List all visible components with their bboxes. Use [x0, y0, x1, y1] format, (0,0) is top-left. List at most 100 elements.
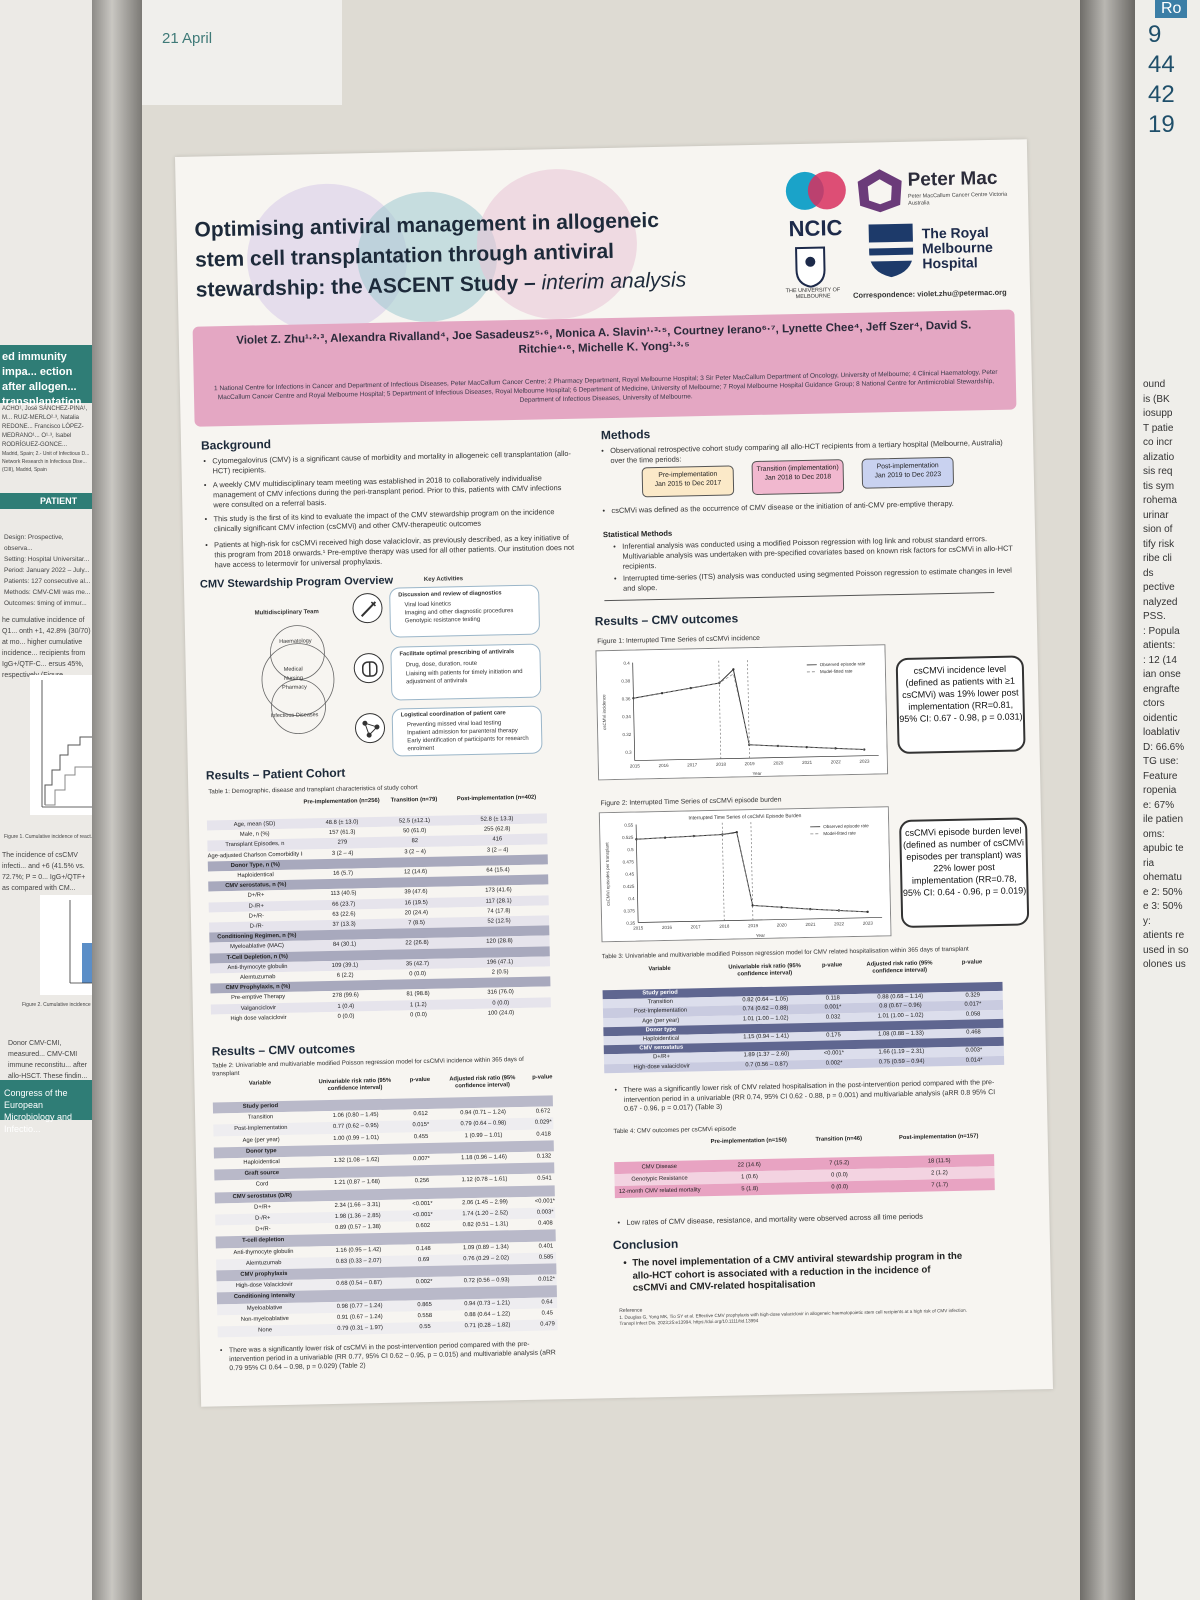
cmv-outcomes-left-heading: Results – CMV outcomes: [211, 1041, 356, 1059]
table-header-cell: Adjusted risk ratio (95% confidence inte…: [449, 1075, 516, 1090]
table-cell: [528, 1095, 558, 1096]
table-header-cell: [207, 800, 302, 802]
table-cell: [407, 1288, 442, 1289]
x-tick-label: 2019: [748, 923, 759, 928]
table-cell: [948, 1019, 998, 1020]
left-poster-fig1-caption: Figure 1. Cumulative incidence of react.…: [4, 834, 95, 840]
x-tick-label: 2018: [719, 924, 730, 929]
right-poster-line: T patie: [1143, 422, 1174, 434]
right-poster-line: used in so: [1143, 944, 1189, 956]
left-poster-section-label: PATIENT: [40, 496, 78, 506]
patient-cohort-heading: Results – Patient Cohort: [205, 765, 346, 783]
table1: Pre-implementation (n=256) Transition (n=…: [206, 793, 552, 1040]
table-header-cell: Pre-implementation (n=256): [303, 797, 380, 806]
right-poster-line: ian onse: [1143, 669, 1181, 680]
period-range: Jan 2018 to Dec 2018: [764, 473, 832, 482]
y-tick-label: 0.55: [624, 823, 633, 828]
ascent-poster: Optimising antiviral management in allog…: [175, 139, 1053, 1407]
left-poster-fig2-caption: Figure 2. Cumulative incidence of...: [22, 1002, 101, 1008]
table-cell: 0.612: [413, 1111, 428, 1118]
figure2-chart: 0.35 0.375 0.4 0.425 0.45 0.475 0.5 0.525 0.55 20…: [598, 806, 892, 943]
intervention-line: [747, 660, 750, 759]
x-axis-label: Year: [752, 771, 762, 776]
right-neighbor-poster: [1135, 0, 1200, 1600]
data-point: [732, 668, 735, 671]
period-range: Jan 2015 to Dec 2017: [654, 479, 722, 489]
poster-title-line3-bold: stewardship: the ASCENT Study –: [195, 271, 542, 302]
data-point: [805, 745, 808, 749]
ncic-logo-text: NCIC: [788, 215, 843, 242]
table-cell: 0.014*: [965, 1056, 983, 1064]
right-poster-text: ound is (BK iosupp T patie co incr alizatio si…: [1143, 378, 1200, 973]
y-tick-label: 0.4: [623, 661, 630, 666]
table-header-cell: Pre-implementation (n=150): [710, 1137, 787, 1146]
table-cell: 0.455: [413, 1133, 429, 1140]
table-cell: 0.479: [540, 1321, 555, 1328]
figure2-caption: Figure 2: Interrupted Time Series of csC…: [600, 796, 782, 808]
series-line-0: [633, 668, 865, 751]
background-bullet: This study is the first of its kind to e…: [204, 507, 574, 535]
table-cell: 100 (24.0): [487, 1009, 515, 1017]
y-tick-label: 0.36: [622, 696, 631, 701]
table-cell: [814, 1040, 854, 1041]
y-tick-label: 0.34: [622, 714, 631, 719]
right-poster-line: sion of: [1143, 524, 1173, 535]
right-poster-line: TG use:: [1143, 756, 1179, 767]
mdt-circle-label: Haematology: [279, 638, 312, 645]
background-heading: Background: [200, 437, 272, 453]
table-cell: High-dose valaciclovir: [633, 1063, 690, 1071]
left-poster-figure1: [30, 675, 92, 815]
table-cell: 0.132: [536, 1153, 552, 1160]
paper-note: [142, 0, 342, 105]
y-tick-label: 0.45: [625, 872, 634, 877]
y-tick-label: 0.425: [623, 884, 635, 889]
right-poster-line: ria: [1143, 857, 1155, 869]
period-pre-implementation: Pre-implementation Jan 2015 to Dec 2017: [641, 465, 735, 498]
right-poster-line: ribe cli: [1143, 553, 1172, 564]
activity-card-item: Liaising with patients for timely initia…: [405, 668, 523, 686]
right-poster-line: e 2: 50%: [1143, 886, 1183, 898]
right-poster-line: D: 66.6%: [1143, 741, 1185, 753]
table-cell: [383, 877, 448, 878]
y-tick-label: 0.35: [626, 921, 635, 926]
y-axis-label: csCMVi episodes per transplant: [604, 842, 610, 906]
left-poster-design-line: Patients: 127 consecutive al...: [4, 578, 91, 585]
right-poster-line: ile patien: [1143, 814, 1184, 825]
background-bullet: A weekly CMV multidisciplinary team meet…: [204, 473, 575, 511]
period-post-implementation: Post-implementation Jan 2019 to Dec 2023: [861, 456, 955, 489]
right-poster-line: PSS.: [1143, 611, 1166, 622]
y-tick-label: 0.38: [621, 678, 630, 683]
left-poster-authors: ACHO¹, José SÁNCHEZ-PINA¹, M... RUIZ-MER…: [2, 406, 88, 448]
table-cell: [406, 1266, 441, 1267]
table-header-cell: Adjusted risk ratio (95% confidence inte…: [866, 960, 933, 975]
y-tick-label: 0.32: [622, 732, 631, 737]
university-logo-text: THE UNIVERSITY OF MELBOURNE: [785, 287, 841, 301]
network-icon: [354, 712, 386, 744]
table-cell: 0.558: [417, 1312, 433, 1320]
table-cell: None: [258, 1327, 273, 1334]
table3-footer: There was a significantly lower risk of …: [615, 1078, 1006, 1115]
callout-incidence: csCMVi incidence level (defined as patie…: [895, 655, 1026, 755]
table-cell: 0.003*: [536, 1209, 554, 1216]
table-header-cell: Transition (n=79): [390, 796, 438, 804]
table-cell: 0.541: [537, 1175, 552, 1183]
table-header-cell: p-value: [961, 959, 983, 966]
right-number: 44: [1148, 51, 1175, 78]
table-cell: [405, 1187, 440, 1188]
right-number: 9: [1148, 21, 1162, 48]
table-cell: <0.001*: [412, 1211, 433, 1219]
table-cell: 0.401: [538, 1242, 554, 1250]
conclusion-text: The novel implementation of a CMV antivi…: [623, 1251, 964, 1296]
left-poster-design-line: Design: Prospective, observa...: [4, 534, 64, 552]
table-cell: [403, 1098, 438, 1099]
mdt-venn-diagram: [261, 625, 335, 734]
table-cell: 0.602: [415, 1223, 431, 1230]
right-poster-line: alizatio: [1143, 451, 1175, 463]
table3: Variable Univariable risk ratio (95% conf…: [602, 958, 1005, 1076]
table-cell: 0.71 (0.28 – 1.82): [464, 1322, 511, 1330]
table-header-cell: Post-implementation (n=157): [898, 1133, 979, 1142]
x-tick-label: 2023: [859, 759, 870, 764]
table-cell: [813, 985, 853, 986]
legend-label: Model-fitted rate: [820, 668, 853, 674]
data-point: [735, 831, 738, 834]
